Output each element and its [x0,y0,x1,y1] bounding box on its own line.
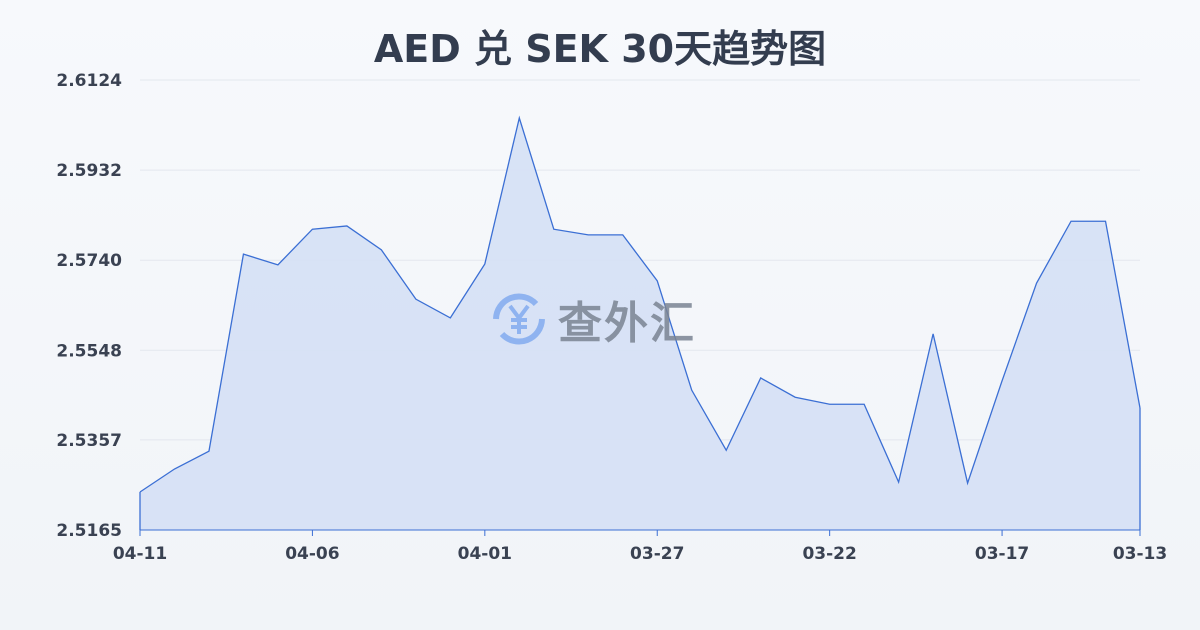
y-tick-label: 2.5932 [56,161,122,181]
yen-exchange-icon [493,293,545,345]
x-tick-label: 03-17 [975,544,1029,564]
x-tick-label: 03-27 [630,544,684,564]
y-tick-label: 2.5740 [56,251,122,271]
y-tick-label: 2.5357 [56,431,122,451]
watermark-text: 查外汇 [558,298,696,349]
chart-title: AED 兑 SEK 30天趋势图 [373,27,827,71]
x-tick-label: 04-06 [285,544,339,564]
x-tick-label: 03-22 [802,544,856,564]
y-tick-label: 2.6124 [56,71,122,91]
x-tick-label: 04-01 [458,544,512,564]
y-tick-label: 2.5165 [56,521,122,541]
x-tick-label: 04-11 [113,544,167,564]
series-line [139,115,1141,493]
y-tick-label: 2.5548 [56,341,122,361]
x-tick-label: 03-13 [1113,544,1167,564]
area-fill [140,118,1140,531]
watermark: 查外汇 [488,287,696,351]
